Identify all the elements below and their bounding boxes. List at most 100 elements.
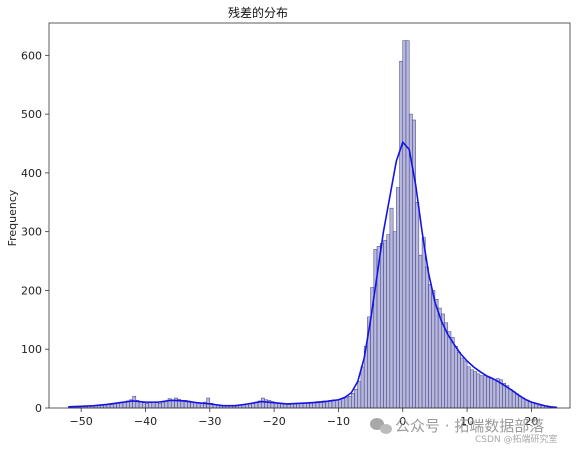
histogram-bar [470,369,474,409]
histogram-bar [476,373,481,409]
histogram-bar [486,377,490,409]
y-axis-ticks: 0 100 200 300 400 500 600 [21,49,49,415]
histogram-bar [537,404,542,409]
histogram-bar [154,402,159,409]
histogram-bar [402,40,407,409]
histogram-bar [392,231,397,409]
histogram-bar [383,240,387,409]
histogram-bar [193,402,198,409]
histogram-bar [286,404,291,409]
plot-frame [48,22,571,409]
histogram-bar [386,234,391,409]
watermark-source: CSDN @拓端研究室 [475,433,558,445]
histogram-bar [264,399,268,409]
histogram-bar [261,397,265,409]
histogram-bar [138,401,143,409]
histogram-bar [405,40,410,409]
histogram-bar [418,254,423,409]
histogram-bar [428,284,432,409]
histogram-bar [444,322,449,409]
histogram-bar [357,381,362,409]
histogram-bar [293,403,297,409]
histogram-bar [447,331,452,409]
kde-curve [68,140,558,409]
histogram-bar [380,243,384,409]
histogram-bar [399,60,404,409]
histogram-bar [151,401,156,409]
histogram-bar [354,388,358,409]
histogram-bar [347,395,352,409]
x-tick-label: −30 [198,415,221,428]
histogram-bar [161,401,166,409]
histogram-bar [511,391,516,409]
histogram-bar [466,366,471,409]
x-tick-label: −20 [263,415,286,428]
watermark-brand: 公众号 · 拓端数据部落 [395,417,544,435]
x-tick-label: 0 [399,415,406,428]
x-axis-ticks: −50 −40 −30 −20 −10 0 10 20 [70,408,538,428]
y-tick-label: 300 [21,226,42,239]
histogram-bar [479,375,484,409]
histogram-bar [415,202,420,409]
histogram-bar [453,346,458,409]
histogram-bar [132,395,137,409]
histogram-bar [334,399,339,409]
histogram-bar [113,403,117,409]
y-tick-label: 100 [21,343,42,356]
histogram-bar [158,403,162,409]
histogram-bar [164,400,169,409]
histogram-bar [508,388,513,409]
histogram-bar [502,383,506,409]
histogram-bar [142,402,146,409]
histogram-bar [389,207,394,409]
histogram-bar [145,403,149,409]
x-tick-label: −50 [70,415,93,428]
histogram-bar [431,290,436,409]
histogram-bars [68,40,555,409]
histogram-bar [373,249,378,409]
y-tick-label: 600 [21,49,42,62]
y-axis-title: Frequency [6,189,19,246]
x-tick-label: −40 [134,415,157,428]
histogram-bar [460,357,465,409]
y-tick-label: 500 [21,108,42,121]
histogram-bar [450,337,455,409]
histogram-bar [351,393,355,409]
y-tick-label: 0 [35,402,42,415]
histogram-bar [338,398,342,409]
histogram-bar [492,379,497,409]
histogram-bar [412,119,416,409]
histogram-bar [344,397,349,409]
histogram-bar [396,187,400,409]
histogram-bar [518,395,523,409]
y-tick-label: 200 [21,284,42,297]
histogram-bar [515,393,519,409]
histogram-bar [148,402,153,409]
watermark: 公众号 · 拓端数据部落 CSDN @拓端研究室 [370,417,558,445]
histogram-bar [495,378,500,409]
histogram-bar [434,299,439,409]
histogram-bar [360,366,365,409]
histogram-bar [280,403,285,409]
histogram-bar [341,398,346,409]
histogram-bar [196,403,201,409]
histogram-bar [489,378,494,409]
x-tick-label: 20 [524,415,538,428]
chart-title: 残差的分布 [228,5,288,20]
x-tick-label: −10 [327,415,350,428]
wechat-icon [370,418,392,434]
histogram-bar [425,266,429,409]
histogram-bar [109,404,114,409]
y-tick-label: 400 [21,167,42,180]
histogram-bar [421,237,426,409]
histogram-bar [174,397,178,409]
histogram-bar [482,375,487,409]
x-tick-label: 10 [460,415,474,428]
histogram-bar [116,403,121,409]
histogram-bar [505,385,510,409]
histogram-bar [473,371,477,409]
histogram-bar [457,351,461,409]
histogram-bar [437,307,442,409]
histogram-bar [463,360,468,409]
